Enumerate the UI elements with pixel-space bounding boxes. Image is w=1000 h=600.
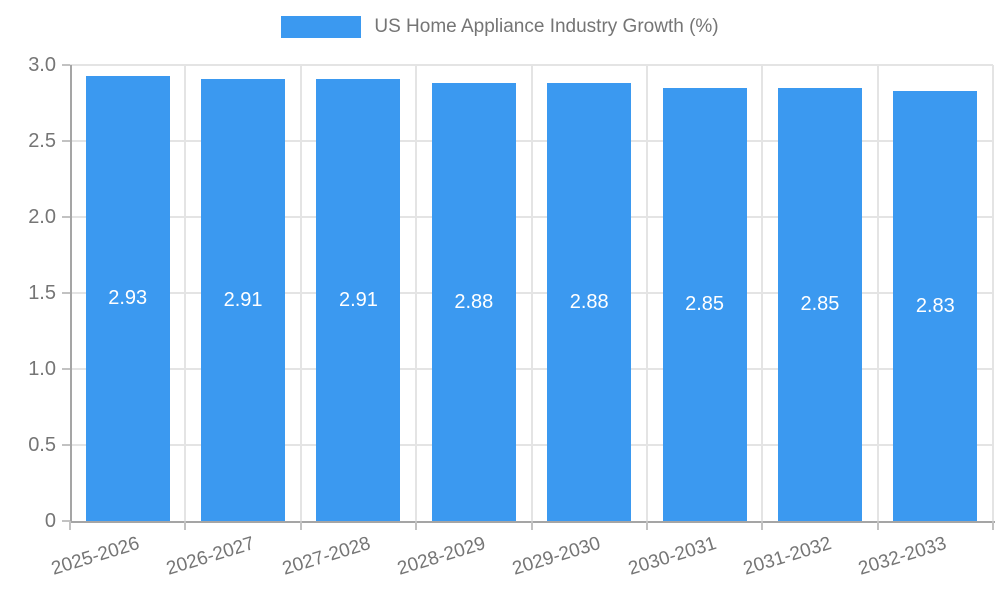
v-gridline	[299, 65, 302, 521]
bar-2028-2029[interactable]	[431, 83, 516, 521]
bar-value-label: 2.85	[685, 293, 725, 316]
v-gridline	[415, 65, 418, 521]
x-axis-tick	[184, 521, 187, 530]
x-axis-label: 2031-2032	[741, 533, 835, 580]
bar-2031-2032[interactable]	[777, 87, 862, 521]
bar-2027-2028[interactable]	[316, 78, 401, 521]
y-axis-label: 2.5	[28, 130, 56, 152]
x-axis-label: 2028-2029	[394, 533, 488, 580]
v-gridline	[876, 65, 879, 521]
y-axis-tick	[62, 368, 70, 370]
bar-value-label: 2.91	[338, 288, 378, 311]
y-axis-tick	[62, 140, 70, 142]
y-axis-tick	[62, 216, 70, 218]
bar-2029-2030[interactable]	[547, 83, 632, 521]
x-axis-tick	[645, 521, 648, 530]
x-axis-tick	[415, 521, 418, 530]
x-axis-label: 2027-2028	[279, 533, 373, 580]
x-axis-label: 2030-2031	[625, 533, 719, 580]
v-gridline	[645, 65, 648, 521]
bar-value-label: 2.93	[108, 287, 148, 310]
bar-value-label: 2.91	[223, 288, 263, 311]
bar-2026-2027[interactable]	[201, 78, 286, 521]
x-axis-label: 2025-2026	[48, 533, 142, 580]
legend-swatch	[281, 16, 362, 38]
x-axis-tick	[530, 521, 533, 530]
y-axis-label: 0.5	[28, 434, 56, 456]
v-gridline	[992, 65, 994, 521]
y-axis-tick	[62, 444, 70, 446]
x-axis-tick	[69, 521, 71, 530]
x-axis-label: 2026-2027	[164, 533, 258, 580]
v-gridline	[530, 65, 533, 521]
bar-value-label: 2.85	[800, 293, 840, 316]
bar-2025-2026[interactable]	[85, 75, 170, 521]
x-axis-tick	[876, 521, 879, 530]
y-axis-label: 1.5	[28, 282, 56, 304]
v-gridline	[761, 65, 764, 521]
bar-2030-2031[interactable]	[662, 87, 747, 521]
bar-value-label: 2.88	[454, 291, 494, 314]
x-axis-label: 2032-2033	[856, 533, 950, 580]
bar-value-label: 2.88	[569, 291, 609, 314]
v-gridline	[184, 65, 187, 521]
y-axis-label: 3.0	[28, 54, 56, 76]
chart-legend[interactable]: US Home Appliance Industry Growth (%)	[0, 16, 1000, 38]
x-axis-tick	[299, 521, 302, 530]
y-axis-label: 0	[44, 510, 56, 532]
y-axis-tick	[62, 520, 70, 522]
legend-label: US Home Appliance Industry Growth (%)	[374, 16, 719, 37]
y-axis-label: 2.0	[28, 206, 56, 228]
x-axis-line	[70, 521, 995, 523]
y-axis-label: 1.0	[28, 358, 56, 380]
y-axis-line	[70, 65, 72, 521]
y-axis-tick	[62, 64, 70, 66]
y-axis-tick	[62, 292, 70, 294]
x-axis-label: 2029-2030	[510, 533, 604, 580]
bar-value-label: 2.83	[915, 294, 955, 317]
x-axis-tick	[761, 521, 764, 530]
bar-2032-2033[interactable]	[893, 90, 978, 521]
x-axis-tick	[992, 521, 994, 530]
